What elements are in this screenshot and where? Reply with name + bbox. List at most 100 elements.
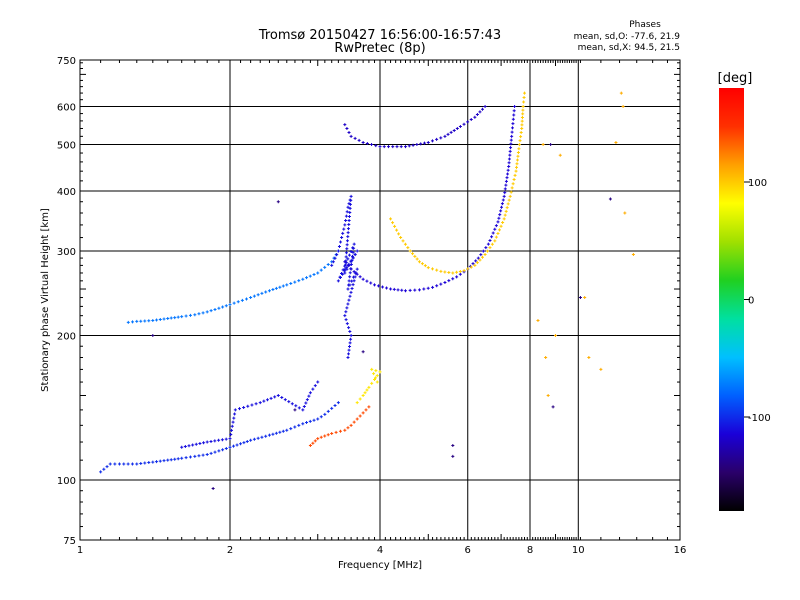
data-point xyxy=(166,458,170,462)
chart-subtitle: RwPretec (8p) xyxy=(334,41,426,56)
data-point xyxy=(504,209,508,213)
y-tick-label: 500 xyxy=(57,141,76,152)
data-point xyxy=(355,272,359,276)
data-point xyxy=(352,270,356,274)
data-point xyxy=(180,315,184,319)
data-point xyxy=(493,227,497,231)
data-point xyxy=(507,157,511,161)
data-point xyxy=(508,149,512,153)
data-point xyxy=(330,406,334,410)
data-point xyxy=(407,144,411,148)
data-point xyxy=(260,291,264,295)
data-point xyxy=(242,441,246,445)
data-point xyxy=(338,275,342,279)
y-tick-label: 300 xyxy=(57,247,76,258)
data-point xyxy=(350,258,354,262)
data-point xyxy=(201,453,205,457)
data-point xyxy=(486,242,490,246)
data-point xyxy=(353,136,357,140)
phases-label: Phases xyxy=(629,20,661,30)
data-point xyxy=(319,268,323,272)
data-point xyxy=(348,271,352,275)
data-point xyxy=(413,254,417,258)
data-point xyxy=(443,270,447,274)
data-point xyxy=(378,370,382,374)
data-point xyxy=(389,287,393,291)
data-point xyxy=(374,144,378,148)
data-point xyxy=(352,242,356,246)
data-point xyxy=(346,257,350,261)
data-point xyxy=(108,462,112,466)
data-point xyxy=(494,235,498,239)
data-point xyxy=(281,284,285,288)
data-point xyxy=(126,462,130,466)
data-point xyxy=(377,284,381,288)
data-point xyxy=(341,231,345,235)
data-point xyxy=(188,455,192,459)
data-point xyxy=(176,315,180,319)
data-point xyxy=(513,105,517,109)
data-point xyxy=(213,439,217,443)
data-point xyxy=(536,318,540,322)
data-point xyxy=(365,141,369,145)
data-point xyxy=(499,209,503,213)
data-point xyxy=(403,289,407,293)
data-point xyxy=(232,444,236,448)
data-point xyxy=(546,394,550,398)
data-point xyxy=(395,228,399,232)
data-point xyxy=(345,210,349,214)
phase-stats-x: mean, sd,X: 94.5, 21.5 xyxy=(577,43,680,53)
data-point xyxy=(481,107,485,111)
data-point xyxy=(415,257,419,261)
data-point xyxy=(505,176,509,180)
data-point xyxy=(458,269,462,273)
data-point xyxy=(452,128,456,132)
data-point xyxy=(355,249,359,253)
data-point xyxy=(558,153,562,157)
data-point xyxy=(386,145,390,149)
data-point xyxy=(348,202,352,206)
data-point xyxy=(289,281,293,285)
data-point xyxy=(614,140,618,144)
y-tick-label: 750 xyxy=(57,56,76,67)
data-point xyxy=(517,143,521,147)
data-point xyxy=(344,310,348,314)
data-point xyxy=(249,438,253,442)
data-point xyxy=(283,398,287,402)
data-point xyxy=(631,253,635,257)
data-point xyxy=(209,451,213,455)
data-point xyxy=(345,306,349,310)
data-point xyxy=(211,487,215,491)
data-point xyxy=(551,405,555,409)
data-point xyxy=(342,227,346,231)
data-point xyxy=(276,394,280,398)
data-point xyxy=(455,275,459,279)
data-point xyxy=(169,316,173,320)
data-point xyxy=(385,286,389,290)
data-point xyxy=(151,318,155,322)
colorbar-tick-label: 0 xyxy=(748,296,754,307)
data-point xyxy=(496,232,500,236)
data-point xyxy=(400,288,404,292)
data-point xyxy=(490,235,494,239)
data-point xyxy=(343,314,347,318)
data-point xyxy=(205,310,209,314)
data-point xyxy=(422,287,426,291)
data-point xyxy=(519,135,523,139)
data-point xyxy=(370,143,374,147)
data-point xyxy=(135,319,139,323)
data-point xyxy=(213,307,217,311)
data-point xyxy=(151,460,155,464)
data-point xyxy=(343,428,347,432)
data-point xyxy=(151,334,155,338)
data-point xyxy=(449,130,453,134)
data-point xyxy=(201,311,205,315)
data-point xyxy=(180,445,184,449)
colorbar-tick-label: -100 xyxy=(748,413,771,424)
data-point xyxy=(349,134,353,138)
data-point xyxy=(265,398,269,402)
data-point xyxy=(287,400,291,404)
data-point xyxy=(184,456,188,460)
data-point xyxy=(494,224,498,228)
data-point xyxy=(308,444,312,448)
